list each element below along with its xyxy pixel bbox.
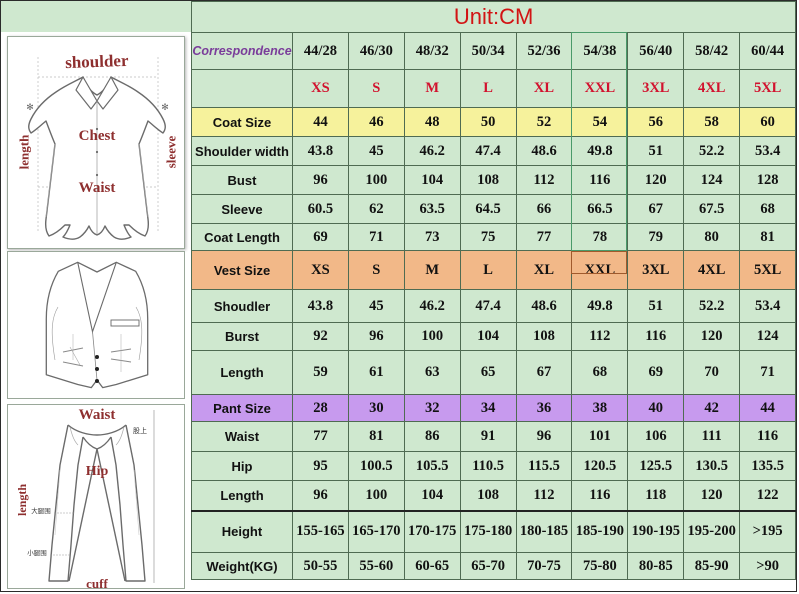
svg-text:✻: ✻ — [26, 102, 34, 112]
svg-text:小腿围: 小腿围 — [27, 548, 47, 557]
svg-text:length: length — [15, 484, 29, 516]
svg-text:sleeve: sleeve — [164, 136, 179, 169]
svg-text:大腿围: 大腿围 — [31, 506, 51, 515]
svg-text:Waist: Waist — [79, 180, 116, 196]
svg-text:股上: 股上 — [133, 426, 147, 435]
svg-text:Chest: Chest — [79, 128, 116, 144]
svg-text:✻: ✻ — [161, 102, 169, 112]
svg-text:cuff: cuff — [86, 576, 108, 590]
svg-text:shoulder: shoulder — [65, 51, 129, 72]
svg-text:length: length — [17, 134, 32, 169]
svg-text:Waist: Waist — [79, 407, 116, 423]
svg-text:Hip: Hip — [86, 464, 109, 479]
